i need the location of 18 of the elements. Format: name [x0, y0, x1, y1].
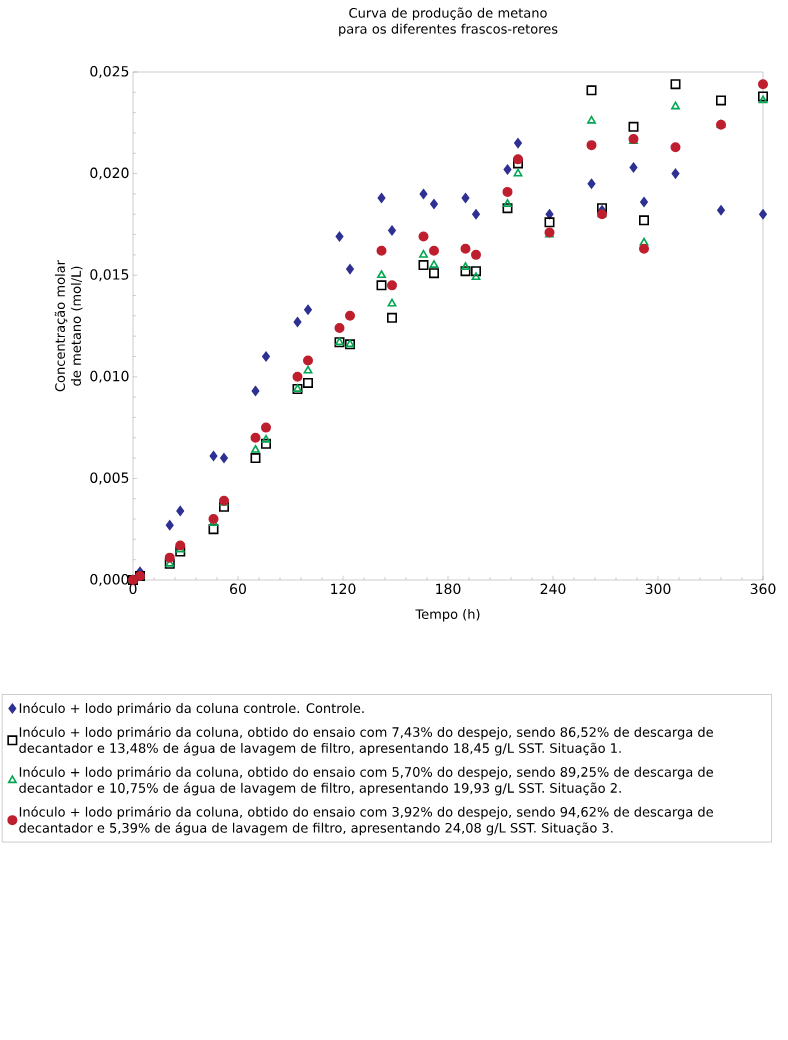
y-tick-label: 0,010: [90, 370, 129, 383]
x-axis-title: Tempo (h): [415, 608, 480, 622]
x-tick-label: 360: [750, 583, 776, 595]
legend-label: Inóculo + lodo primário da coluna, obtido do ensaio com 7,43% do despejo, sendo 86,52% de descarga de decantador e 13,48% de água de lavagem de filtro, apresentando 18,45 g/L SST. Situação 1.: [19, 726, 713, 756]
x-tick-label: 60: [230, 583, 246, 595]
y-tick-label: 0,015: [90, 269, 129, 282]
legend-label: Inóculo + lodo primário da coluna controle. Controle.: [19, 702, 364, 716]
legend-label: Inóculo + lodo primário da coluna, obtido do ensaio com 5,70% do despejo, sendo 89,25% de descarga de decantador e 10,75% de água de lavagem de filtro, apresentando 19,93 g/L SST. Situação 2.: [19, 766, 713, 796]
y-tick-label: 0,025: [90, 65, 129, 78]
x-tick-label: 180: [436, 583, 461, 595]
legend-label: Inóculo + lodo primário da coluna, obtido do ensaio com 3,92% do despejo, sendo 94,62% de descarga de decantador e 5,39% de água de lavagem de filtro, apresentando 24,08 g/L SST. Situação 3.: [19, 806, 713, 836]
chart-title: Curva de produção de metano para os diferentes frascos-retores: [339, 7, 558, 37]
y-tick-label: 0,020: [90, 167, 129, 180]
y-axis-title: Concentração molar de metano (mol/L): [54, 259, 83, 392]
x-tick-label: 300: [645, 583, 671, 595]
x-tick-label: 240: [540, 583, 566, 595]
y-tick-label: 0,005: [90, 472, 129, 485]
x-tick-label: 120: [331, 583, 356, 595]
